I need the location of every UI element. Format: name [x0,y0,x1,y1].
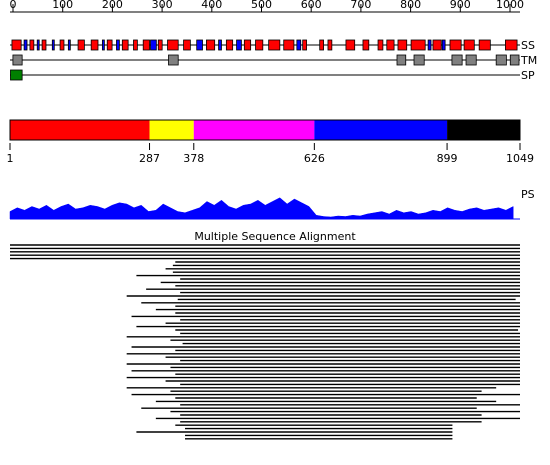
ss-segment [142,39,150,51]
ss-segment [283,39,295,51]
ss-segment [386,39,395,51]
tm-segment [413,54,425,66]
ruler-label: 1000 [496,0,524,11]
boundary-label: 287 [139,152,160,165]
ps-label: PS [521,188,535,201]
ss-segment [268,39,281,51]
boundary-label: 1 [7,152,14,165]
msa-title: Multiple Sequence Alignment [194,230,356,243]
domain [314,120,448,140]
ss-label: SS [521,39,535,52]
ss-segment [225,39,234,51]
ss-segment [150,39,157,51]
ruler-label: 200 [102,0,123,11]
ss-segment [36,39,40,51]
ruler-label: 500 [251,0,272,11]
ss-segment [206,39,216,51]
ss-segment [243,39,252,51]
ss-segment [90,39,99,51]
ss-segment [345,39,356,51]
ss-segment [255,39,264,51]
tm-segment [495,54,507,66]
ruler-label: 600 [301,0,322,11]
ruler-label: 800 [400,0,421,11]
tm-segment [509,54,520,66]
ss-segment [157,39,163,51]
ss-segment [505,39,518,51]
ss-segment [106,39,113,51]
tm-segment [396,54,407,66]
ss-segment [319,39,324,51]
tm-segment [168,54,179,66]
ss-segment [77,39,85,51]
ss-segment [121,39,129,51]
ruler-label: 400 [201,0,222,11]
tm-label: TM [520,54,537,67]
sp-segment [10,69,23,81]
domain-frame [9,119,521,141]
boundary-label: 626 [304,152,325,165]
ss-segment [302,39,307,51]
ss-segment [23,39,28,51]
domain [149,120,194,140]
ruler-label: 700 [350,0,371,11]
sp-label: SP [521,69,535,82]
ss-segment [410,39,426,51]
ss-segment [67,39,71,51]
ss-segment [441,39,446,51]
ss-segment [432,39,442,51]
ss-segment [377,39,384,51]
boundary-label: 378 [183,152,204,165]
tm-segment [465,54,477,66]
domain [193,120,315,140]
ss-segment [29,39,35,51]
ruler-label: 900 [450,0,471,11]
ss-segment [59,39,65,51]
ss-segment [397,39,408,51]
tm-segment [451,54,463,66]
ss-segment [196,39,203,51]
ss-segment [362,39,370,51]
domain [10,120,150,140]
ss-segment [449,39,462,51]
tm-segment [12,54,23,66]
ruler-label: 300 [152,0,173,11]
ss-segment [296,39,302,51]
ss-segment [41,39,47,51]
ss-segment [133,39,138,51]
ss-segment [183,39,191,51]
ruler-label: 100 [52,0,73,11]
boundary-label: 899 [437,152,458,165]
ss-segment [427,39,432,51]
ss-segment [167,39,179,51]
ss-segment [51,39,55,51]
ps-area [9,197,514,220]
boundary-label: 1049 [506,152,534,165]
ss-segment [11,39,22,51]
ss-segment [236,39,242,51]
ss-segment [327,39,333,51]
domain [447,120,520,140]
ruler-label: 0 [10,0,17,11]
ss-segment [218,39,222,51]
ss-segment [116,39,120,51]
ss-segment [478,39,491,51]
ss-segment [463,39,475,51]
ss-segment [101,39,105,51]
